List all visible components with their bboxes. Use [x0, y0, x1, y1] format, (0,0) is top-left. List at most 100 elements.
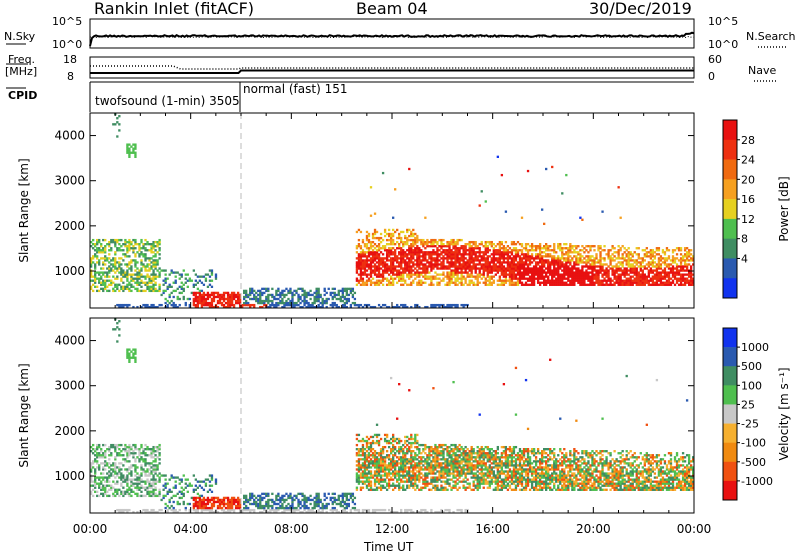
power-cell	[522, 255, 526, 258]
power-cell	[325, 299, 328, 303]
power-cell	[577, 277, 580, 280]
velocity-cell	[293, 494, 296, 498]
velocity-cell	[323, 492, 326, 496]
power-cell	[305, 295, 308, 299]
power-cell	[500, 269, 504, 272]
power-cell	[299, 287, 302, 291]
power-cell	[561, 281, 564, 284]
velocity-cell	[291, 510, 294, 514]
power-cell	[122, 275, 125, 278]
power-cell	[305, 293, 308, 297]
power-cell	[426, 251, 429, 254]
velocity-cell	[96, 443, 99, 447]
velocity-cell	[160, 474, 163, 477]
velocity-cell	[90, 450, 93, 453]
power-cell	[114, 243, 117, 246]
power-cell	[392, 243, 395, 246]
power-cell	[128, 238, 131, 242]
power-cell	[152, 245, 155, 248]
power-cell	[563, 259, 566, 262]
velocity-cell	[277, 492, 280, 496]
velocity-cell	[134, 486, 137, 489]
velocity-cell	[317, 492, 320, 496]
power-cell	[245, 295, 248, 299]
power-cell	[365, 263, 369, 266]
power-cell	[444, 245, 447, 248]
power-cell	[494, 249, 497, 252]
velocity-cell	[243, 500, 246, 504]
velocity-cell	[226, 508, 230, 512]
power-cell	[345, 297, 348, 301]
power-cell	[663, 251, 667, 254]
power-cell	[148, 277, 151, 280]
velocity-cell	[120, 474, 123, 477]
power-cell	[144, 253, 147, 256]
power-cell	[208, 269, 212, 272]
power-cell	[609, 267, 612, 270]
power-cell	[414, 249, 417, 252]
power-cell	[543, 255, 546, 258]
power-cell	[257, 301, 260, 305]
power-cell	[512, 257, 516, 260]
velocity-cell	[172, 510, 175, 514]
velocity-cell	[146, 488, 149, 491]
power-cell	[464, 243, 467, 246]
power-cell	[373, 247, 377, 250]
power-cell	[402, 277, 405, 280]
power-cell	[134, 151, 137, 154]
power-cell	[597, 245, 600, 248]
power-cell	[569, 273, 572, 276]
power-cell	[142, 265, 145, 268]
power-cell	[412, 269, 415, 272]
power-cell	[120, 257, 123, 260]
power-cell	[555, 251, 558, 254]
power-cell	[478, 271, 481, 274]
power-cell	[540, 273, 544, 276]
power-cell	[559, 261, 562, 264]
power-cell	[506, 273, 510, 276]
velocity-cell	[154, 450, 157, 453]
power-cell	[661, 249, 665, 252]
power-cell	[232, 295, 236, 299]
power-cell	[394, 249, 397, 252]
velocity-cell	[132, 478, 135, 481]
velocity-cell	[283, 508, 286, 512]
velocity-cell	[257, 498, 260, 502]
power-cell	[486, 251, 489, 254]
power-cell	[675, 263, 679, 266]
power-cell	[124, 303, 127, 307]
power-cell	[482, 257, 485, 260]
power-cell	[331, 301, 334, 305]
power-cell	[559, 243, 562, 246]
power-cell	[389, 275, 393, 278]
power-cell	[470, 273, 473, 276]
power-cell	[543, 263, 546, 266]
power-cell	[315, 297, 318, 301]
power-cell	[512, 273, 516, 276]
power-cell	[615, 277, 618, 280]
power-cell	[426, 238, 429, 242]
power-cell	[645, 281, 648, 284]
power-cell	[615, 281, 618, 284]
power-cell	[506, 261, 510, 264]
power-cell	[571, 251, 574, 254]
power-cell	[301, 305, 304, 309]
power-cell	[100, 281, 103, 284]
power-cell	[321, 299, 324, 303]
power-cell	[134, 265, 137, 268]
power-cell	[436, 251, 439, 254]
power-cell	[381, 303, 385, 307]
velocity-cell	[150, 482, 153, 485]
power-cell	[311, 305, 314, 309]
velocity-cell	[94, 460, 97, 463]
velocity-cell	[140, 494, 143, 498]
velocity-cell	[192, 474, 195, 477]
power-cell	[313, 301, 316, 305]
power-cell	[363, 255, 367, 258]
power-cell	[359, 283, 363, 286]
power-cell	[414, 305, 417, 309]
velocity-cell	[144, 448, 147, 451]
power-cell	[675, 273, 679, 276]
power-cell	[446, 253, 449, 256]
power-cell	[208, 275, 212, 278]
